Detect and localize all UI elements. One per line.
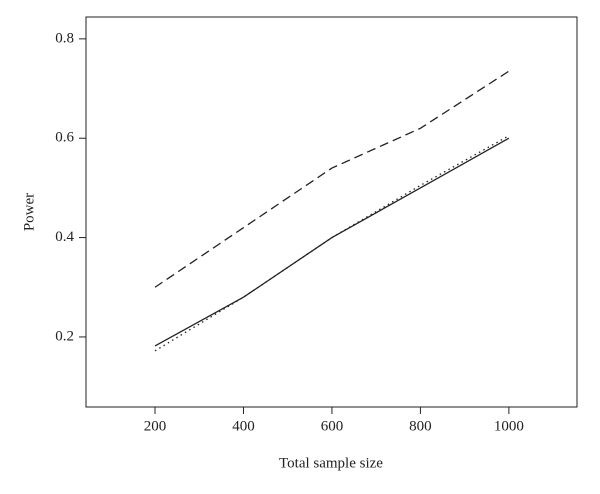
x-tick-label: 800 — [409, 418, 432, 434]
series-line — [154, 135, 510, 352]
y-tick-label: 0.2 — [55, 328, 74, 344]
x-tick-label: 400 — [232, 418, 255, 434]
y-tick-label: 0.4 — [55, 229, 74, 245]
x-tick-label: 600 — [321, 418, 344, 434]
series-line — [154, 70, 510, 288]
series-line — [154, 137, 510, 347]
y-tick-label: 0.6 — [55, 130, 74, 146]
y-tick-label: 0.8 — [55, 30, 74, 46]
x-axis-label: Total sample size — [279, 455, 383, 471]
x-tick-label: 200 — [144, 418, 167, 434]
x-tick-label: 1000 — [494, 418, 524, 434]
y-axis-label: Power — [21, 193, 37, 231]
